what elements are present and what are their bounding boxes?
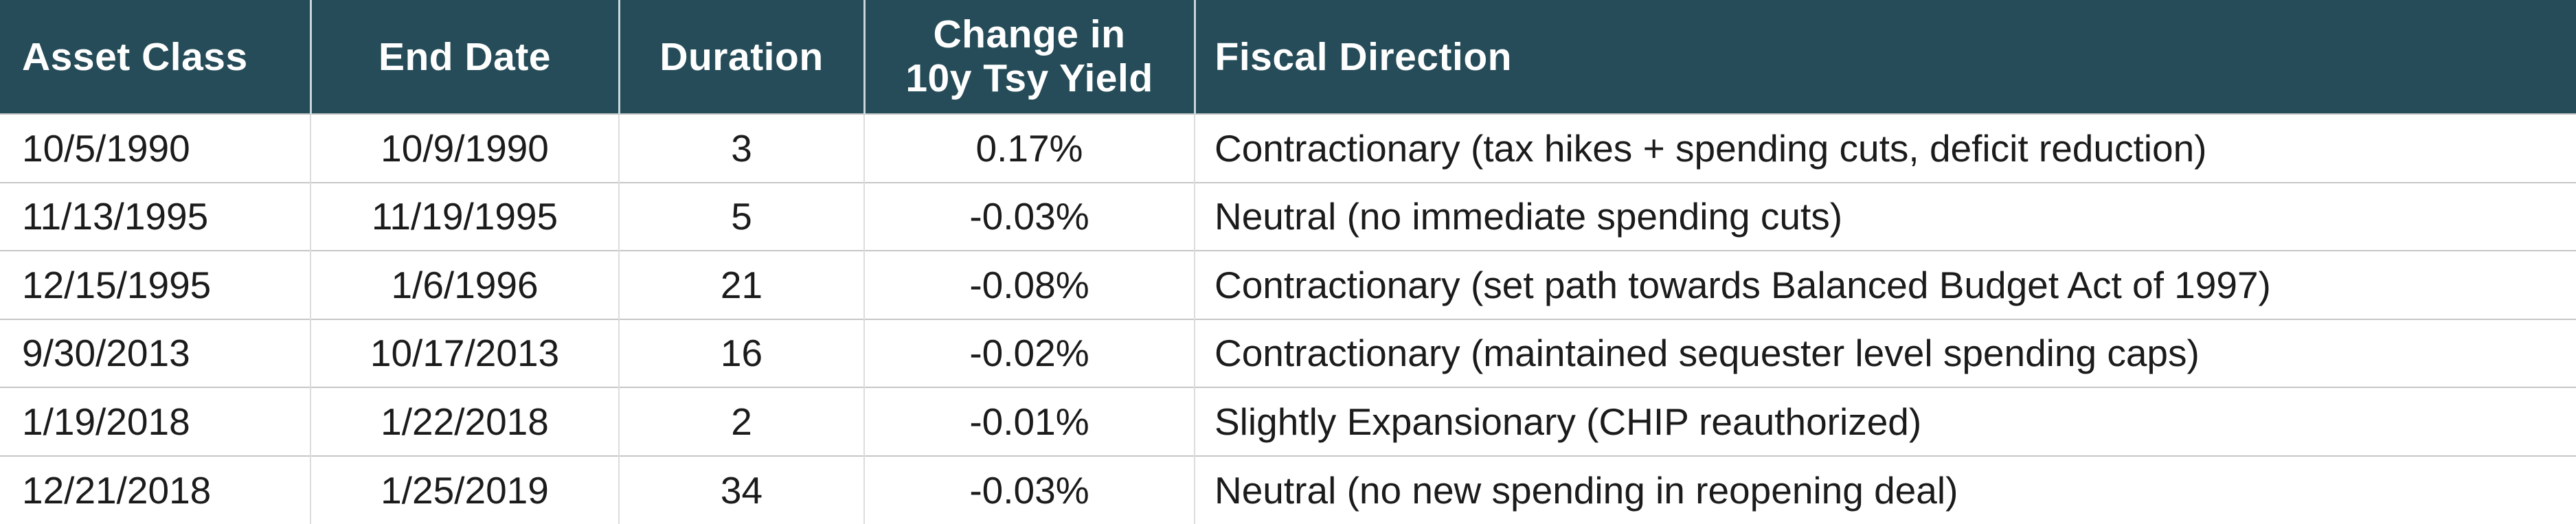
table-cell: Slightly Expansionary (CHIP reauthorized… xyxy=(1195,387,2576,456)
header-duration: Duration xyxy=(619,0,866,114)
table-body: 10/5/1990 10/9/1990 3 0.17% Contractionary (… xyxy=(0,113,2576,524)
table-cell: 9/30/2013 xyxy=(0,318,311,387)
table-cell: 21 xyxy=(619,250,865,319)
table-cell: 1/6/1996 xyxy=(310,250,620,319)
table-cell: 10/9/1990 xyxy=(310,113,620,183)
table-cell: 2 xyxy=(619,387,865,456)
table-cell: Contractionary (maintained sequester lev… xyxy=(1195,318,2576,387)
table-cell: 12/21/2018 xyxy=(0,455,311,524)
table-cell: 10/5/1990 xyxy=(0,113,311,183)
table-row: 10/5/1990 10/9/1990 3 0.17% Contractionary (… xyxy=(0,113,2576,183)
table-cell: Neutral (no immediate spending cuts) xyxy=(1195,181,2576,251)
table-cell: 5 xyxy=(619,181,865,251)
header-asset-class: Asset Class xyxy=(0,0,312,114)
table-cell: -0.01% xyxy=(864,387,1195,456)
header-fiscal-direction: Fiscal Direction xyxy=(1195,0,2576,114)
table-cell: 1/19/2018 xyxy=(0,387,311,456)
header-row: Asset Class End Date Duration Change in … xyxy=(0,0,2576,114)
table-cell: -0.03% xyxy=(864,455,1195,524)
table-cell: Contractionary (set path towards Balance… xyxy=(1195,250,2576,319)
table-cell: 0.17% xyxy=(864,113,1195,183)
table-cell: 1/22/2018 xyxy=(310,387,620,456)
table-cell: -0.02% xyxy=(864,318,1195,387)
table-cell: 12/15/1995 xyxy=(0,250,311,319)
table-row: 11/13/1995 11/19/1995 5 -0.03% Neutral (no i… xyxy=(0,181,2576,251)
header-end-date: End Date xyxy=(310,0,620,114)
table-row: 12/15/1995 1/6/1996 21 -0.08% Contractionary… xyxy=(0,250,2576,319)
table-cell: 10/17/2013 xyxy=(310,318,620,387)
table-cell: 34 xyxy=(619,455,865,524)
table-cell: Contractionary (tax hikes + spending cut… xyxy=(1195,113,2576,183)
table-row: 12/21/2018 1/25/2019 34 -0.03% Neutral (no n… xyxy=(0,455,2576,524)
table-row: 1/19/2018 1/22/2018 2 -0.01% Slightly Expans… xyxy=(0,387,2576,456)
table-row: 9/30/2013 10/17/2013 16 -0.02% Contractionar… xyxy=(0,318,2576,387)
table-cell: 3 xyxy=(619,113,865,183)
header-change-10y-tsy-yield: Change in 10y Tsy Yield xyxy=(864,0,1196,114)
table-cell: 1/25/2019 xyxy=(310,455,620,524)
table-cell: 16 xyxy=(619,318,865,387)
table-header: Asset Class End Date Duration Change in … xyxy=(0,0,2576,114)
table-cell: 11/19/1995 xyxy=(310,181,620,251)
table-cell: -0.08% xyxy=(864,250,1195,319)
table-cell: Neutral (no new spending in reopening de… xyxy=(1195,455,2576,524)
table-cell: -0.03% xyxy=(864,181,1195,251)
table-cell: 11/13/1995 xyxy=(0,181,311,251)
